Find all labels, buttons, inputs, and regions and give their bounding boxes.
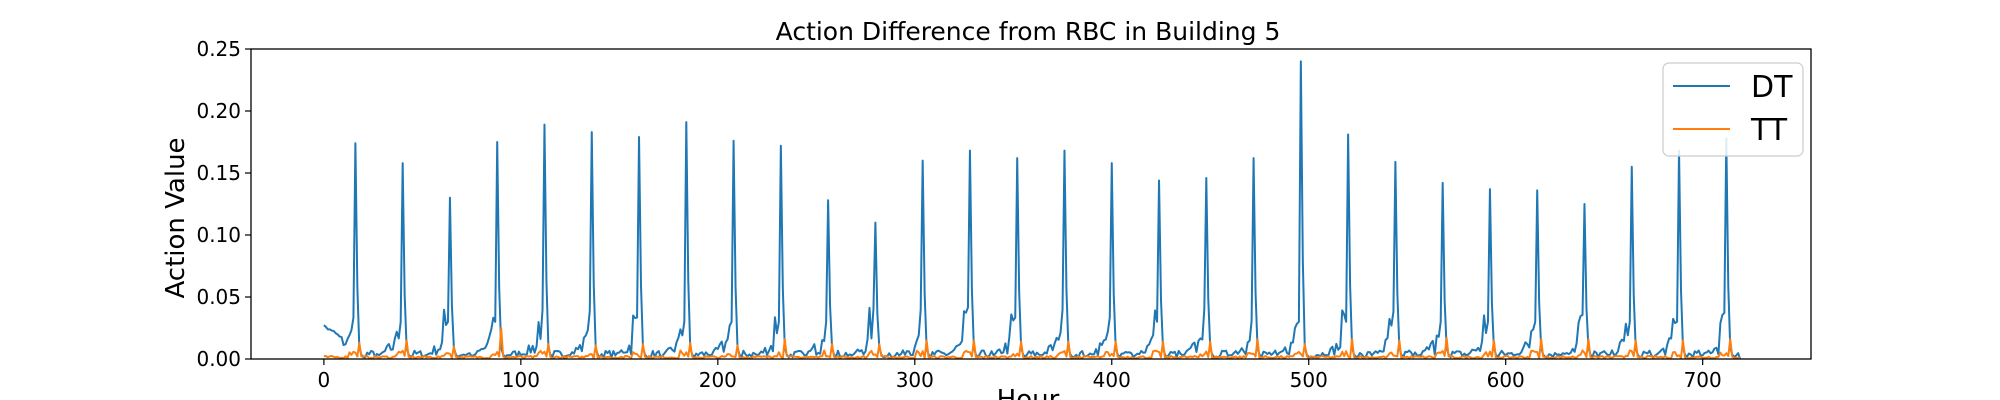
legend-label-tt: TT xyxy=(1750,113,1788,148)
x-tick-label: 0 xyxy=(318,368,331,392)
x-tick-label: 400 xyxy=(1093,368,1131,392)
x-tick-label: 700 xyxy=(1684,368,1722,392)
x-tick-label: 600 xyxy=(1487,368,1525,392)
y-tick-label: 0.20 xyxy=(196,99,241,123)
axes-frame xyxy=(250,48,1812,360)
y-tick-label: 0.00 xyxy=(196,347,241,371)
y-tick-label: 0.25 xyxy=(196,37,241,61)
y-tick-label: 0.10 xyxy=(196,223,241,247)
y-axis-title: Action Value xyxy=(161,137,191,298)
x-axis-title: Hour xyxy=(997,385,1060,400)
x-tick-label: 500 xyxy=(1290,368,1328,392)
series-line-dt xyxy=(323,60,1742,359)
x-tick-label: 300 xyxy=(896,368,934,392)
axis-ticks: 0 100 200 300 400 500 600 700 0.00 0.05 0.10 0.15 0.… xyxy=(196,37,1721,392)
series-line-tt xyxy=(323,327,1741,359)
chart-title: Action Difference from RBC in Building 5 xyxy=(776,17,1281,46)
legend-label-dt: DT xyxy=(1751,70,1793,105)
x-tick-label: 100 xyxy=(502,368,540,392)
y-tick-label: 0.05 xyxy=(196,285,241,309)
y-tick-label: 0.15 xyxy=(196,161,241,185)
plot-area xyxy=(323,60,1742,359)
x-tick-label: 200 xyxy=(699,368,737,392)
legend: DT TT xyxy=(1662,62,1804,157)
